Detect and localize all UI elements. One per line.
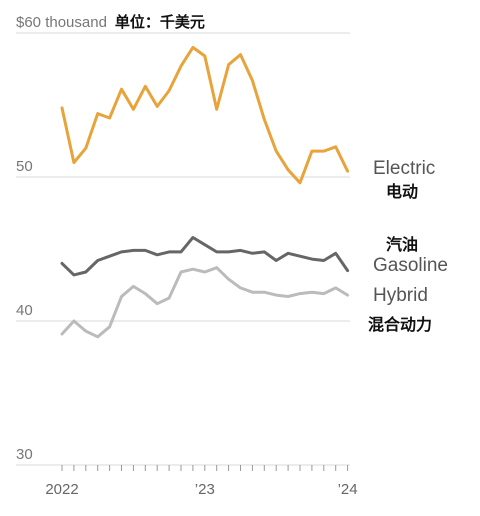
y-tick-label: $60 thousand [16,14,107,31]
series-line-gasoline [60,236,350,277]
series-label-cn-electric: 电动 [386,182,418,201]
x-tick-label: ’23 [195,481,215,498]
x-tick-label: ’24 [338,481,358,498]
series-line-hybrid [60,266,350,339]
series-label-hybrid: Hybrid [373,285,428,306]
y-tick-label: 40 [16,302,33,319]
x-tick-label: 2022 [45,481,78,498]
series-lines [60,45,350,339]
y-tick-label: 50 [16,158,33,175]
y-unit-label: 单位：千美元 [115,13,205,31]
series-label-cn-hybrid: 混合动力 [368,315,432,334]
y-tick-labels: $60 thousand 单位：千美元 50 40 30 [16,13,205,463]
series-label-electric: Electric [373,158,435,179]
series-line-electric [60,45,350,185]
y-tick-label: 30 [16,446,33,463]
x-axis: 2022 ’23 ’24 [45,465,358,498]
series-label-cn-gasoline: 汽油 [386,235,418,254]
series-label-gasoline: Gasoline [373,255,448,276]
